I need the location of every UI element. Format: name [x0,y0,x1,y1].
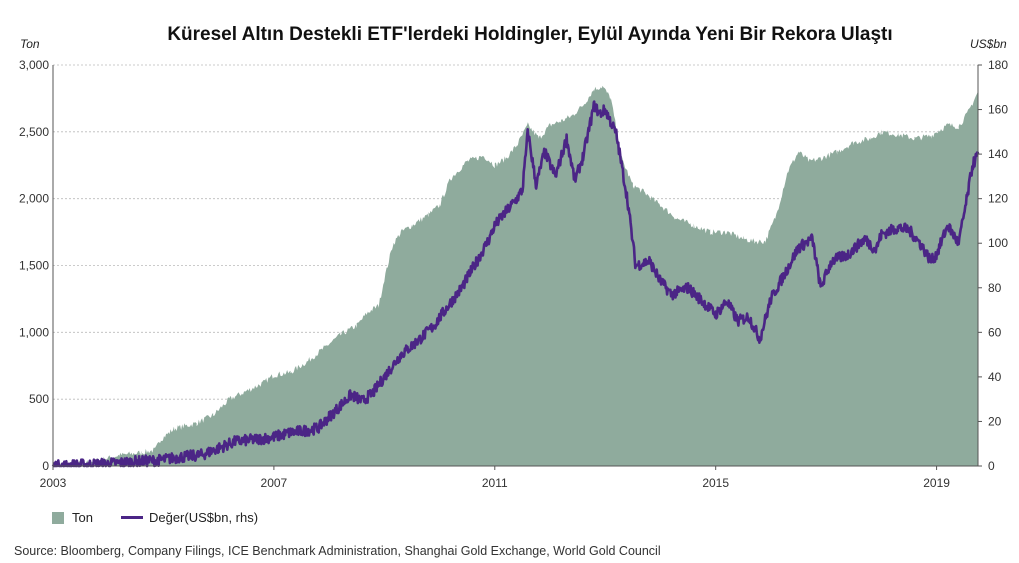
x-tick-label: 2019 [923,476,950,490]
right-tick-label: 180 [988,58,1008,72]
right-tick-label: 120 [988,192,1008,206]
right-tick-label: 0 [988,459,995,473]
value-line-layer [51,100,980,468]
chart-title: Küresel Altın Destekli ETF'lerdeki Holdi… [167,24,893,45]
right-tick-label: 140 [988,147,1008,161]
source-note: Source: Bloomberg, Company Filings, ICE … [14,544,661,558]
axes [52,64,982,470]
right-tick-label: 100 [988,236,1008,250]
value-line [51,100,980,468]
left-tick-label: 3,000 [19,58,49,72]
tick-labels: 0 500 1,000 1,500 2,000 2,500 3,000 0 20 40 60 80 10… [19,58,1008,490]
left-axis-unit: Ton [20,37,40,51]
tonnes-area-layer [53,85,978,466]
right-tick-label: 40 [988,370,1002,384]
legend-item-tonnes: Ton [52,510,93,525]
legend-item-value: Değer(US$bn, rhs) [120,510,259,525]
legend: Ton Değer(US$bn, rhs) [52,510,286,525]
left-tick-label: 0 [42,459,49,473]
x-tick-label: 2015 [702,476,729,490]
right-tick-label: 60 [988,325,1002,339]
left-tick-label: 1,500 [19,259,49,273]
x-tick-label: 2007 [261,476,288,490]
legend-label-tonnes: Ton [72,510,93,525]
right-tick-label: 20 [988,414,1002,428]
legend-swatch-tonnes [52,511,64,524]
left-tick-label: 2,500 [19,125,49,139]
right-tick-label: 160 [988,103,1008,117]
left-tick-label: 500 [29,392,49,406]
left-tick-label: 1,000 [19,325,49,339]
tonnes-area [53,85,978,466]
right-axis-unit: US$bn [970,37,1007,51]
left-tick-label: 2,000 [19,192,49,206]
x-tick-label: 2011 [482,476,508,490]
legend-swatch-value [120,516,143,519]
right-tick-label: 80 [988,281,1002,295]
x-tick-label: 2003 [40,476,67,490]
legend-label-value: Değer(US$bn, rhs) [148,510,259,525]
